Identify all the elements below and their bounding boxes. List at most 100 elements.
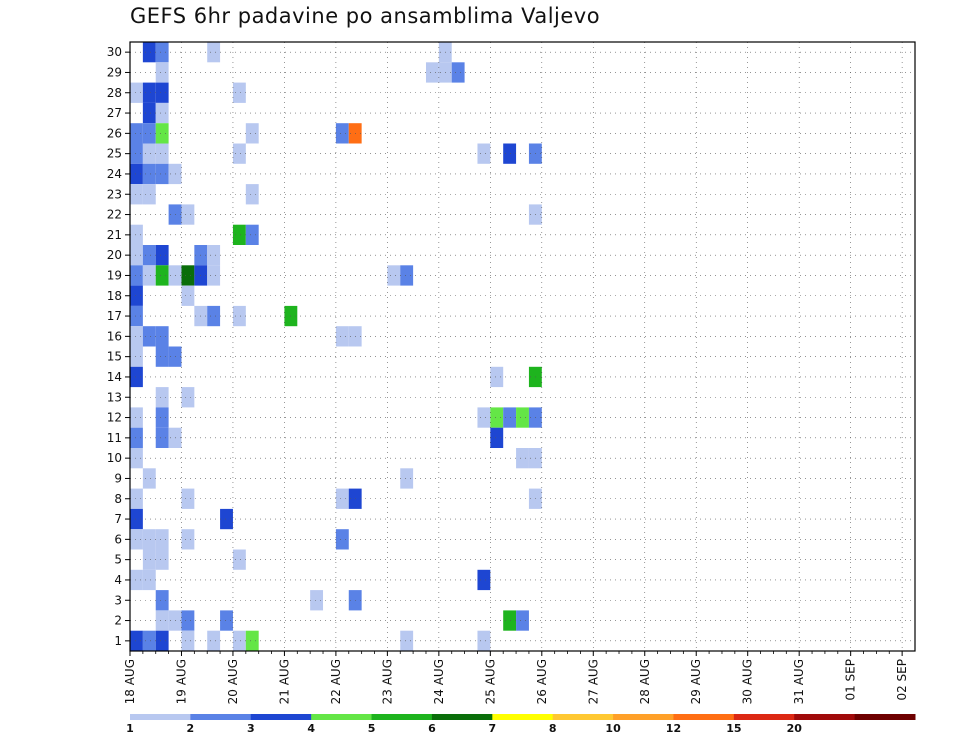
y-tick-label: 2: [114, 614, 122, 628]
y-axis-ticks: 1234567891011121314151617181920212223242…: [107, 45, 130, 648]
y-tick-label: 8: [114, 492, 122, 506]
y-tick-label: 22: [107, 208, 122, 222]
x-tick-label: 31 AUG: [792, 659, 806, 704]
x-tick-label: 24 AUG: [432, 659, 446, 704]
heatmap-cell: [387, 265, 401, 286]
heatmap-cell: [155, 245, 169, 266]
x-tick-label: 19 AUG: [174, 659, 188, 704]
x-tick-label: 26 AUG: [535, 659, 549, 704]
heatmap-cell: [425, 62, 439, 83]
heatmap-cell: [142, 326, 156, 347]
heatmap-cell: [181, 488, 195, 509]
heatmap-cell: [400, 265, 414, 286]
heatmap-cell: [245, 630, 259, 651]
heatmap-cell: [155, 346, 169, 367]
heatmap-cell: [232, 305, 246, 327]
heatmap-cell: [155, 630, 169, 651]
y-tick-label: 14: [107, 370, 122, 384]
heatmap-cell: [245, 224, 259, 245]
heatmap-cell: [232, 82, 246, 103]
heatmap-cell: [130, 407, 143, 428]
heatmap-cell: [130, 488, 143, 509]
heatmap-cell: [181, 387, 195, 408]
colorbar-swatch: [673, 714, 735, 720]
colorbar: 1 2 3 4 5 6 7 8 10 12 15 20: [126, 714, 916, 735]
x-tick-label: 28 AUG: [638, 659, 652, 704]
heatmap-cell: [155, 143, 169, 164]
y-tick-label: 17: [107, 309, 122, 323]
heatmap-cell: [130, 529, 143, 550]
heatmap-cell: [400, 630, 414, 651]
heatmap-cell: [207, 265, 221, 286]
heatmap-cell: [155, 265, 169, 286]
heatmap-cell: [207, 245, 221, 266]
heatmap-cell: [142, 529, 156, 550]
heatmap-cell: [130, 123, 143, 144]
colorbar-swatch: [130, 714, 191, 720]
y-tick-label: 11: [107, 431, 122, 445]
x-tick-label: 30 AUG: [741, 659, 755, 704]
colorbar-swatch: [311, 714, 373, 720]
colorbar-label: 2: [187, 722, 195, 735]
heatmap-cell: [477, 630, 491, 651]
colorbar-swatch: [431, 714, 493, 720]
heatmap-cell: [181, 265, 195, 286]
heatmap-cell: [232, 549, 246, 570]
y-tick-label: 28: [107, 86, 122, 100]
heatmap-cell: [155, 42, 169, 63]
heatmap-cell: [130, 305, 143, 327]
heatmap-cell: [130, 245, 143, 266]
y-tick-label: 26: [107, 126, 122, 140]
x-tick-label: 22 AUG: [329, 659, 343, 704]
chart-title: GEFS 6hr padavine po ansamblima Valjevo: [130, 4, 601, 28]
colorbar-label: 15: [726, 722, 741, 735]
heatmap-cell: [130, 427, 143, 448]
cells-layer: [130, 42, 542, 651]
heatmap-cell: [516, 610, 529, 631]
heatmap-cell: [142, 163, 156, 185]
heatmap-cell: [155, 163, 169, 185]
y-tick-label: 13: [107, 390, 122, 404]
heatmap-cell: [490, 427, 504, 448]
y-tick-label: 24: [107, 167, 122, 181]
heatmap-cell: [245, 123, 259, 144]
heatmap-cell: [503, 407, 517, 428]
heatmap-cell: [245, 184, 259, 205]
x-tick-label: 23 AUG: [380, 659, 394, 704]
heatmap-cell: [155, 123, 169, 144]
heatmap-cell: [181, 204, 195, 225]
heatmap-cell: [130, 184, 143, 205]
y-tick-label: 21: [107, 228, 122, 242]
heatmap-cell: [142, 630, 156, 651]
heatmap-cell: [516, 407, 529, 428]
heatmap-cell: [335, 123, 349, 144]
heatmap-cell: [130, 285, 143, 306]
colorbar-label: 5: [368, 722, 376, 735]
y-tick-label: 23: [107, 187, 122, 201]
heatmap-cell: [207, 42, 221, 63]
y-tick-label: 16: [107, 329, 122, 343]
heatmap-cell: [130, 163, 143, 185]
heatmap-cell: [130, 265, 143, 286]
heatmap-cell: [142, 42, 156, 63]
colorbar-label: 1: [126, 722, 134, 735]
heatmap-cell: [181, 630, 195, 651]
heatmap-cell: [477, 407, 491, 428]
heatmap-cell: [142, 468, 156, 489]
heatmap-cell: [155, 427, 169, 448]
heatmap-cell: [335, 529, 349, 550]
x-tick-label: 27 AUG: [586, 659, 600, 704]
heatmap-cell: [155, 610, 169, 631]
heatmap-cell: [181, 529, 195, 550]
y-tick-label: 27: [107, 106, 122, 120]
colorbar-label: 7: [488, 722, 496, 735]
heatmap-cell: [181, 610, 195, 631]
heatmap-cell: [130, 448, 143, 469]
heatmap-cell: [400, 468, 414, 489]
colorbar-label: 10: [605, 722, 621, 735]
heatmap-cell: [232, 224, 246, 245]
heatmap-cell: [130, 143, 143, 164]
heatmap-cell: [477, 143, 491, 164]
heatmap-cell: [130, 346, 143, 367]
